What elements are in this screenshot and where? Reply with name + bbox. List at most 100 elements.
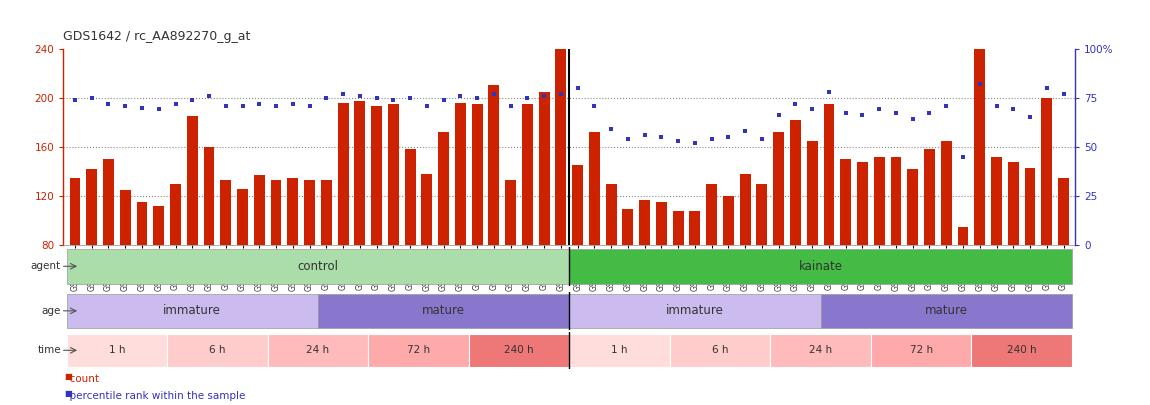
Point: [216, 102, 235, 109]
Point: [753, 136, 772, 142]
Bar: [288, 177, 298, 245]
Point: [66, 96, 84, 103]
Bar: [405, 149, 415, 245]
Point: [484, 91, 503, 97]
Bar: [991, 157, 1002, 245]
Text: 6 h: 6 h: [209, 345, 225, 355]
Bar: [773, 132, 784, 245]
Bar: [739, 174, 751, 245]
Text: ■: ■: [64, 372, 72, 381]
Point: [401, 94, 420, 101]
Point: [116, 102, 135, 109]
Bar: [67, 334, 167, 367]
Bar: [321, 180, 331, 245]
Bar: [167, 334, 268, 367]
Bar: [489, 85, 499, 245]
Point: [250, 100, 268, 107]
Bar: [338, 102, 348, 245]
Bar: [268, 334, 368, 367]
Bar: [656, 202, 667, 245]
Bar: [874, 157, 884, 245]
Text: 240 h: 240 h: [1006, 345, 1036, 355]
Point: [334, 91, 352, 97]
Bar: [569, 294, 821, 328]
Point: [904, 116, 922, 123]
Bar: [857, 162, 868, 245]
Text: agent: agent: [31, 261, 61, 271]
Text: ■: ■: [64, 389, 72, 398]
Text: age: age: [41, 306, 61, 316]
Bar: [1058, 177, 1070, 245]
Point: [535, 92, 553, 99]
Point: [284, 100, 302, 107]
Point: [552, 91, 570, 97]
Point: [519, 94, 537, 101]
Bar: [569, 334, 669, 367]
Text: control: control: [298, 260, 338, 273]
Bar: [706, 183, 718, 245]
Bar: [622, 209, 634, 245]
Text: 24 h: 24 h: [306, 345, 330, 355]
Text: 72 h: 72 h: [407, 345, 430, 355]
Bar: [505, 180, 516, 245]
Bar: [438, 132, 449, 245]
Bar: [1041, 98, 1052, 245]
Bar: [86, 169, 98, 245]
Text: percentile rank within the sample: percentile rank within the sample: [63, 391, 246, 401]
Point: [384, 96, 402, 103]
Text: count: count: [63, 374, 99, 384]
Point: [150, 106, 168, 113]
Bar: [186, 116, 198, 245]
Point: [601, 126, 620, 132]
Point: [836, 110, 854, 117]
Text: kainate: kainate: [798, 260, 843, 273]
Point: [853, 112, 872, 119]
Bar: [925, 149, 935, 245]
Point: [1037, 85, 1056, 91]
Point: [351, 92, 369, 99]
Bar: [690, 211, 700, 245]
Point: [703, 136, 721, 142]
Point: [669, 138, 688, 144]
Point: [468, 94, 486, 101]
Point: [435, 96, 453, 103]
Bar: [104, 159, 114, 245]
Point: [501, 102, 520, 109]
Bar: [1007, 162, 1019, 245]
Bar: [790, 120, 800, 245]
Bar: [204, 147, 214, 245]
Text: 1 h: 1 h: [108, 345, 125, 355]
Point: [1004, 106, 1022, 113]
Bar: [455, 102, 466, 245]
Bar: [237, 189, 248, 245]
Bar: [469, 334, 569, 367]
Point: [769, 112, 788, 119]
Point: [820, 89, 838, 95]
Bar: [569, 249, 1072, 284]
Point: [585, 102, 604, 109]
Point: [971, 81, 989, 87]
Bar: [371, 106, 382, 245]
Point: [871, 106, 889, 113]
Text: 1 h: 1 h: [612, 345, 628, 355]
Point: [685, 140, 704, 146]
Point: [619, 136, 637, 142]
Bar: [69, 177, 81, 245]
Bar: [120, 190, 131, 245]
Point: [652, 134, 670, 140]
Bar: [807, 141, 818, 245]
Bar: [254, 175, 264, 245]
Text: immature: immature: [666, 304, 723, 318]
Bar: [573, 165, 583, 245]
Bar: [823, 104, 835, 245]
Point: [451, 92, 469, 99]
Bar: [974, 49, 986, 245]
Point: [267, 102, 285, 109]
Bar: [958, 227, 968, 245]
Bar: [522, 104, 532, 245]
Text: mature: mature: [422, 304, 465, 318]
Point: [719, 134, 737, 140]
Point: [736, 128, 754, 134]
Bar: [354, 101, 366, 245]
Text: mature: mature: [925, 304, 968, 318]
